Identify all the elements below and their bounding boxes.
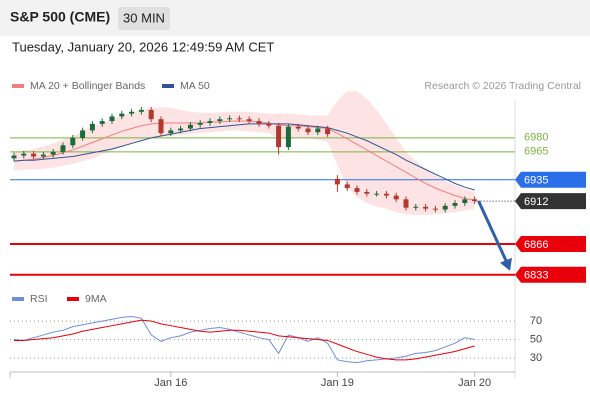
level-tag bbox=[515, 236, 586, 253]
line bbox=[14, 319, 475, 361]
candle-body bbox=[295, 126, 301, 129]
candle-body bbox=[129, 111, 135, 114]
candle-body bbox=[148, 109, 154, 120]
ma-line bbox=[13, 120, 475, 201]
interval: 30 MIN bbox=[123, 10, 165, 25]
candle-body bbox=[11, 155, 17, 159]
title: S&P 500 (CME) bbox=[10, 9, 110, 25]
legend-label: MA 20 + Bollinger Bands bbox=[30, 80, 145, 92]
candle-body bbox=[256, 121, 262, 124]
level-tag bbox=[515, 171, 586, 188]
candle-body bbox=[207, 121, 213, 123]
candle-body bbox=[472, 199, 478, 202]
candle-body bbox=[31, 153, 37, 157]
candle-body bbox=[305, 128, 311, 133]
x-tick-label: Jan 16 bbox=[154, 377, 187, 389]
y-tick-label: 30 bbox=[530, 352, 542, 364]
candle-body bbox=[276, 125, 282, 148]
candle-body bbox=[70, 137, 76, 146]
candle-body bbox=[50, 151, 56, 155]
candle-body bbox=[285, 126, 291, 148]
legend-swatch bbox=[12, 84, 24, 88]
bollinger-band bbox=[14, 91, 475, 216]
candle-body bbox=[99, 121, 105, 124]
credit: Research © 2026 Trading Central bbox=[424, 80, 581, 92]
candle-body bbox=[119, 113, 125, 117]
candle-body bbox=[364, 191, 370, 194]
candle-body bbox=[60, 145, 66, 152]
candle-body bbox=[442, 205, 448, 210]
legend-swatch bbox=[67, 297, 79, 301]
candle-body bbox=[168, 130, 174, 134]
candle-body bbox=[158, 119, 164, 134]
header-bar bbox=[0, 0, 590, 36]
candle-body bbox=[227, 118, 233, 120]
y-tick-label: 50 bbox=[530, 333, 542, 345]
candle-body bbox=[325, 128, 331, 135]
candle-body bbox=[334, 178, 340, 185]
candle-body bbox=[246, 119, 252, 122]
legend-swatch bbox=[12, 297, 24, 301]
legend-label: RSI bbox=[30, 293, 48, 305]
interval-badge bbox=[118, 7, 170, 30]
candle-body bbox=[374, 193, 380, 195]
ma-line bbox=[13, 123, 475, 191]
candle-body bbox=[403, 199, 409, 208]
candle-body bbox=[432, 208, 438, 210]
level-tag bbox=[515, 193, 586, 210]
candle-body bbox=[21, 153, 27, 156]
candle-body bbox=[423, 206, 429, 209]
level-label: 6866 bbox=[524, 239, 548, 251]
candle-body bbox=[452, 203, 458, 206]
candle-body bbox=[266, 123, 272, 126]
candle-body bbox=[383, 193, 389, 196]
candle-body bbox=[109, 116, 115, 122]
candle-body bbox=[89, 123, 95, 131]
legend-label: 9MA bbox=[85, 293, 107, 305]
level-label: 6965 bbox=[524, 146, 548, 158]
candle-body bbox=[236, 118, 242, 120]
candle-body bbox=[393, 195, 399, 200]
candle-body bbox=[178, 128, 184, 131]
candle-body bbox=[197, 122, 203, 125]
line bbox=[13, 315, 475, 364]
candle-body bbox=[217, 119, 223, 122]
legend-label: MA 50 bbox=[180, 80, 210, 92]
candle-body bbox=[344, 184, 350, 189]
x-tick-label: Jan 19 bbox=[321, 377, 354, 389]
x-tick-label: Jan 20 bbox=[458, 377, 491, 389]
candle-body bbox=[315, 128, 321, 133]
candle-body bbox=[413, 206, 419, 208]
forecast-arrowhead bbox=[500, 257, 512, 271]
candle-body bbox=[187, 124, 193, 129]
level-label: 6912 bbox=[524, 196, 548, 208]
candle-body bbox=[40, 154, 46, 157]
candle-body bbox=[462, 199, 468, 204]
level-label: 6935 bbox=[524, 175, 548, 187]
level-tag bbox=[515, 266, 586, 283]
y-tick-label: 70 bbox=[530, 315, 542, 327]
legend-swatch bbox=[162, 84, 174, 88]
forecast-arrow bbox=[477, 200, 509, 264]
candle-body bbox=[138, 109, 144, 112]
candle-body bbox=[80, 130, 86, 138]
candle-body bbox=[354, 188, 360, 192]
level-label: 6833 bbox=[524, 270, 548, 282]
level-label: 6980 bbox=[524, 132, 548, 144]
timestamp: Tuesday, January 20, 2026 12:49:59 AM CE… bbox=[12, 39, 274, 54]
